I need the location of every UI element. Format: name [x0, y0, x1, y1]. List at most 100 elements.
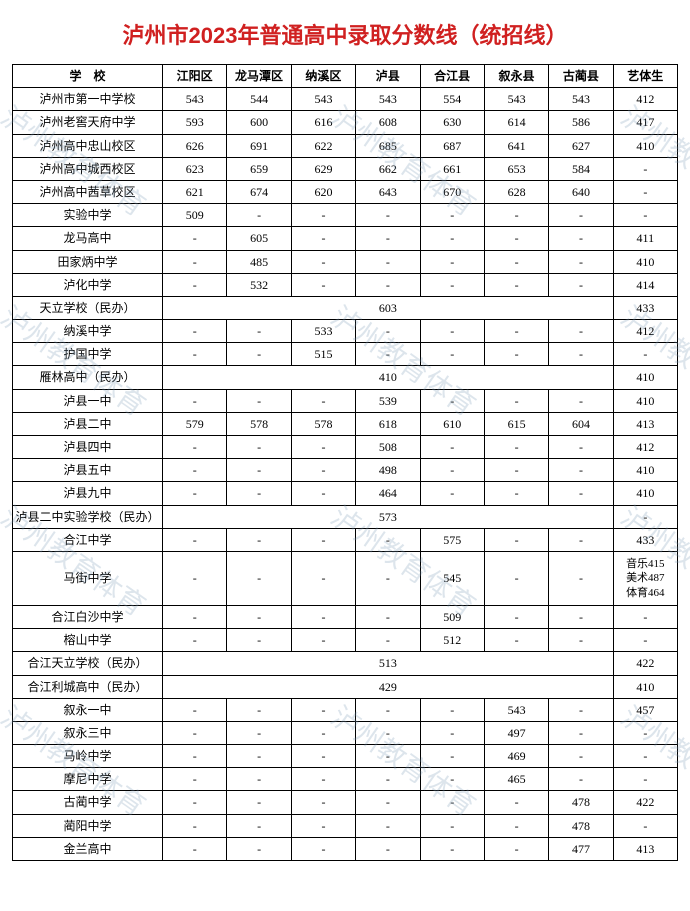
score-cell: -: [163, 436, 227, 459]
score-cell: -: [420, 482, 484, 505]
score-cell: -: [163, 629, 227, 652]
art-score-cell: -: [613, 629, 677, 652]
art-score-cell: -: [613, 343, 677, 366]
score-cell: -: [484, 343, 548, 366]
score-cell: 578: [227, 412, 291, 435]
art-score-cell: 410: [613, 366, 677, 389]
table-row: 泸县二中579578578618610615604413: [13, 412, 678, 435]
score-cell: -: [291, 436, 355, 459]
score-cell: 653: [484, 157, 548, 180]
art-score-cell: 410: [613, 134, 677, 157]
score-cell: -: [163, 814, 227, 837]
score-cell: -: [163, 528, 227, 551]
school-cell: 叙永一中: [13, 698, 163, 721]
score-cell: -: [484, 605, 548, 628]
score-cell: -: [163, 227, 227, 250]
score-cell: -: [291, 551, 355, 605]
score-cell: 512: [420, 629, 484, 652]
col-school: 学 校: [13, 65, 163, 88]
art-score-cell: 414: [613, 273, 677, 296]
score-cell: 687: [420, 134, 484, 157]
score-cell: 627: [549, 134, 613, 157]
score-cell: -: [484, 250, 548, 273]
col-district: 艺体生: [613, 65, 677, 88]
table-row: 田家炳中学-485-----410: [13, 250, 678, 273]
merged-score-cell: 573: [163, 505, 614, 528]
score-cell: -: [549, 698, 613, 721]
score-cell: 543: [549, 88, 613, 111]
table-row: 纳溪中学--533----412: [13, 320, 678, 343]
score-cell: -: [420, 459, 484, 482]
score-cell: -: [163, 768, 227, 791]
score-cell: -: [291, 227, 355, 250]
school-cell: 马街中学: [13, 551, 163, 605]
score-cell: 605: [227, 227, 291, 250]
score-cell: 465: [484, 768, 548, 791]
score-cell: 508: [356, 436, 420, 459]
school-cell: 天立学校（民办）: [13, 296, 163, 319]
score-cell: 515: [291, 343, 355, 366]
score-cell: 584: [549, 157, 613, 180]
school-cell: 泸县九中: [13, 482, 163, 505]
score-cell: -: [356, 629, 420, 652]
score-cell: -: [356, 250, 420, 273]
score-cell: 661: [420, 157, 484, 180]
art-score-cell: 410: [613, 675, 677, 698]
school-cell: 泸县二中: [13, 412, 163, 435]
col-district: 纳溪区: [291, 65, 355, 88]
score-cell: 670: [420, 180, 484, 203]
table-row: 合江中学----575--433: [13, 528, 678, 551]
table-row: 护国中学--515-----: [13, 343, 678, 366]
score-cell: 545: [420, 551, 484, 605]
score-cell: 691: [227, 134, 291, 157]
score-cell: -: [163, 551, 227, 605]
art-score-cell: 410: [613, 459, 677, 482]
score-cell: -: [291, 814, 355, 837]
score-cell: -: [549, 389, 613, 412]
score-cell: 641: [484, 134, 548, 157]
table-row: 摩尼中学-----465--: [13, 768, 678, 791]
score-cell: -: [291, 629, 355, 652]
score-cell: -: [291, 837, 355, 860]
score-cell: -: [484, 436, 548, 459]
table-row: 马街中学----545--音乐415 美术487 体育464: [13, 551, 678, 605]
score-cell: -: [227, 528, 291, 551]
score-cell: 620: [291, 180, 355, 203]
score-cell: 543: [291, 88, 355, 111]
score-cell: -: [549, 528, 613, 551]
school-cell: 泸县一中: [13, 389, 163, 412]
score-cell: -: [163, 698, 227, 721]
score-cell: -: [420, 343, 484, 366]
table-header-row: 学 校江阳区龙马潭区纳溪区泸县合江县叙永县古蔺县艺体生: [13, 65, 678, 88]
score-cell: -: [356, 721, 420, 744]
art-score-cell: 音乐415 美术487 体育464: [613, 551, 677, 605]
score-cell: -: [163, 745, 227, 768]
score-cell: -: [227, 320, 291, 343]
score-cell: -: [227, 605, 291, 628]
score-cell: 539: [356, 389, 420, 412]
score-cell: -: [484, 389, 548, 412]
school-cell: 龙马高中: [13, 227, 163, 250]
score-cell: 685: [356, 134, 420, 157]
table-row: 泸县四中---508---412: [13, 436, 678, 459]
score-cell: 630: [420, 111, 484, 134]
art-score-cell: 433: [613, 528, 677, 551]
score-cell: -: [227, 721, 291, 744]
score-cell: -: [356, 837, 420, 860]
school-cell: 泸州市第一中学校: [13, 88, 163, 111]
school-cell: 泸州高中茜草校区: [13, 180, 163, 203]
table-body: 泸州市第一中学校543544543543554543543412泸州老窖天府中学…: [13, 88, 678, 861]
score-cell: -: [356, 551, 420, 605]
art-score-cell: -: [613, 745, 677, 768]
score-cell: -: [420, 273, 484, 296]
art-score-cell: 417: [613, 111, 677, 134]
table-row: 泸县五中---498---410: [13, 459, 678, 482]
table-row: 泸州市第一中学校543544543543554543543412: [13, 88, 678, 111]
score-cell: -: [420, 745, 484, 768]
art-score-cell: 413: [613, 412, 677, 435]
score-cell: -: [163, 320, 227, 343]
score-cell: 643: [356, 180, 420, 203]
score-cell: 593: [163, 111, 227, 134]
art-score-cell: -: [613, 605, 677, 628]
school-cell: 纳溪中学: [13, 320, 163, 343]
